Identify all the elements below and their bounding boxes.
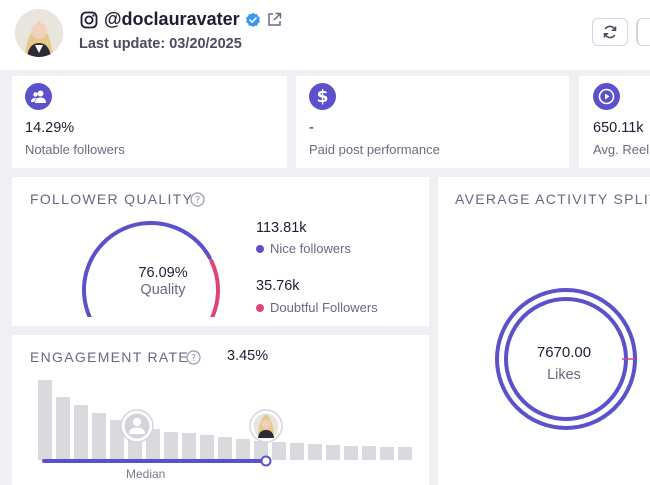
notable-followers-label: Notable followers (25, 142, 125, 157)
more-options-button[interactable] (636, 18, 650, 46)
distribution-bar (38, 380, 52, 460)
follower-quality-title: FOLLOWER QUALITY (30, 191, 194, 207)
distribution-bar (110, 420, 124, 460)
svg-text:?: ? (195, 195, 200, 206)
activity-label: Likes (547, 367, 581, 383)
engagement-distribution-chart (38, 380, 412, 467)
activity-split-title: AVERAGE ACTIVITY SPLIT (455, 191, 650, 207)
help-icon[interactable]: ? (186, 350, 201, 365)
avg-reel-value: 650.11k (593, 120, 644, 136)
stat-card-paid-post: $ - Paid post performance (296, 76, 569, 168)
distribution-bar (74, 405, 88, 460)
distribution-bar (398, 447, 412, 460)
distribution-bar (308, 444, 322, 460)
distribution-bar (290, 443, 304, 460)
distribution-bar (272, 442, 286, 460)
profile-header: @doclauravater Last update: 03/20/2025 (0, 0, 650, 70)
distribution-bar (344, 446, 358, 460)
stat-card-avg-reel: 650.11k Avg. Reel (579, 76, 650, 168)
doubtful-dot (256, 303, 264, 312)
quality-gauge (82, 220, 220, 317)
users-icon (25, 83, 52, 110)
distribution-bar (182, 433, 196, 460)
engagement-rate-value: 3.45% (227, 348, 269, 364)
distribution-bar (56, 397, 70, 460)
paid-post-value: - (309, 120, 314, 136)
distribution-bar (326, 445, 340, 460)
gauge-doubtful-arc (209, 258, 220, 317)
svg-text:?: ? (191, 353, 196, 364)
refresh-icon (603, 25, 617, 39)
paid-post-label: Paid post performance (309, 142, 440, 157)
distribution-bar (362, 446, 376, 460)
distribution-bar (164, 432, 178, 460)
nice-dot (256, 244, 264, 253)
distribution-bar (218, 437, 232, 460)
profile-avatar[interactable] (15, 9, 63, 57)
activity-center: 7670.00 Likes (504, 344, 624, 383)
doubtful-followers-legend: Doubtful Followers (256, 300, 378, 315)
distribution-bar (380, 447, 394, 460)
notable-followers-value: 14.29% (25, 120, 75, 136)
distribution-bar (92, 413, 106, 460)
nice-followers-legend: Nice followers (256, 241, 351, 256)
doubtful-followers-value: 35.76k (256, 278, 300, 294)
doubtful-followers-label: Doubtful Followers (270, 300, 378, 315)
last-update-text: Last update: 03/20/2025 (79, 36, 242, 52)
external-link-icon[interactable] (267, 12, 282, 27)
activity-split-card: AVERAGE ACTIVITY SPLIT 7670.00 Likes (438, 177, 650, 485)
activity-value: 7670.00 (536, 344, 592, 361)
activity-donut (495, 288, 637, 430)
stat-card-notable-followers: 14.29% Notable followers (12, 76, 287, 168)
gauge-nice-arc (82, 220, 212, 317)
distribution-bars (38, 380, 412, 460)
quality-label: Quality (140, 282, 186, 298)
median-label: Median (126, 467, 166, 481)
nice-followers-label: Nice followers (270, 241, 351, 256)
instagram-icon (80, 11, 98, 29)
engagement-rate-card: ENGAGEMENT RATE ? 3.45% (12, 335, 429, 485)
profile-handle[interactable]: @doclauravater (104, 9, 240, 29)
verified-badge-icon (246, 12, 260, 27)
refresh-button[interactable] (592, 18, 628, 46)
engagement-rate-title: ENGAGEMENT RATE (30, 349, 190, 365)
dollar-icon: $ (309, 83, 336, 110)
help-icon[interactable]: ? (190, 192, 205, 207)
follower-quality-card: FOLLOWER QUALITY ? 76.09% Quality 113.81… (12, 177, 429, 326)
median-marker (120, 409, 154, 443)
distribution-bar (254, 441, 268, 460)
profile-marker (249, 409, 283, 443)
profile-rate-dot (260, 455, 272, 467)
avg-reel-label: Avg. Reel (593, 142, 650, 157)
distribution-bar (200, 435, 214, 460)
play-icon (593, 83, 620, 110)
distribution-bar (236, 439, 250, 460)
quality-percent: 76.09% (138, 265, 188, 281)
nice-followers-value: 113.81k (256, 220, 307, 236)
